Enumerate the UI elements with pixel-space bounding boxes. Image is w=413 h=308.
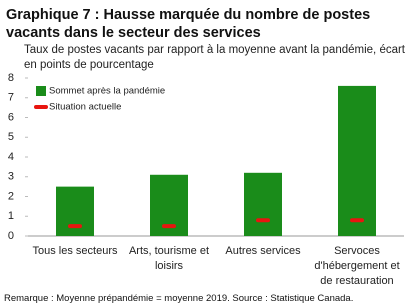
x-tick-label: Autres services: [225, 245, 301, 257]
y-tick-label: 4: [8, 151, 14, 163]
legend-label: Situation actuelle: [49, 102, 121, 113]
chart-title: Graphique 7 : Hausse marquée du nombre d…: [6, 7, 371, 41]
y-tick-label: 8: [8, 72, 14, 84]
legend-swatch: [36, 86, 46, 96]
x-tick-label: Tous les secteurs: [32, 245, 118, 257]
legend-label: Sommet après la pandémie: [49, 86, 165, 97]
y-tick-label: 2: [8, 190, 14, 202]
chart-note: Remarque : Moyenne prépandémie = moyenne…: [4, 293, 354, 304]
bar: [56, 186, 94, 236]
y-tick-label: 1: [8, 210, 14, 222]
bar: [338, 85, 376, 237]
y-tick-label: 0: [8, 230, 14, 242]
chart-subtitle: Taux de postes vacants par rapport à la …: [24, 44, 406, 71]
y-tick-label: 3: [8, 171, 14, 183]
x-tick-label: Arts, tourisme et loisirs: [128, 245, 210, 272]
y-tick-label: 6: [8, 111, 14, 123]
y-tick-label: 7: [8, 92, 14, 104]
bar: [244, 172, 282, 236]
y-tick-label: 5: [8, 131, 14, 143]
x-tick-label: Servoces d'hébergement et de restauratio…: [314, 245, 400, 287]
